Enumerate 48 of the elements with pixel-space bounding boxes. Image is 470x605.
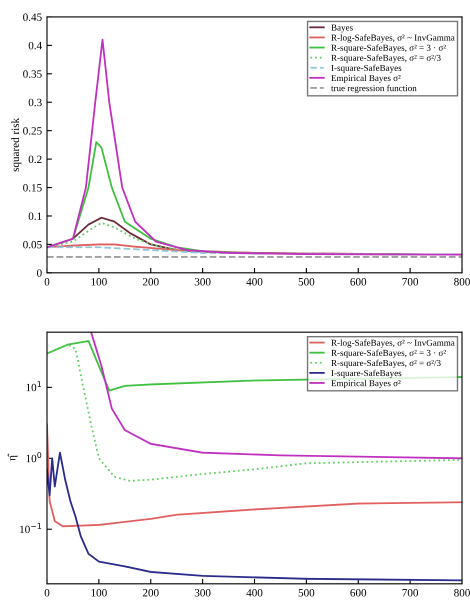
legend-label: I-square-SafeBayes xyxy=(331,64,402,73)
legend-label: R-square-SafeBayes, σ² = 3 · σ² xyxy=(331,44,446,53)
legend-label: I-square-SafeBayes xyxy=(331,370,402,378)
x-tick-label: 700 xyxy=(402,278,418,286)
legend-label: Empirical Bayes σ² xyxy=(331,380,401,388)
y-axis-title: η̂ xyxy=(8,453,18,461)
x-tick-label: 0 xyxy=(44,278,50,286)
y-tick-label: 0.35 xyxy=(23,70,42,78)
y-tick-label: 0 xyxy=(37,269,42,277)
legend-label: R-square-SafeBayes, σ² = σ²/3 xyxy=(331,360,441,368)
x-tick-label: 800 xyxy=(454,589,470,597)
legend-label: R-square-SafeBayes, σ² = σ²/3 xyxy=(331,54,441,63)
y-axis-title: squared risk xyxy=(11,118,22,172)
line-series xyxy=(47,424,462,528)
x-tick-label: 300 xyxy=(194,278,211,286)
legend-label: R-log-SafeBayes, σ² ~ InvGamma xyxy=(331,34,455,43)
x-tick-label: 0 xyxy=(44,589,50,597)
legend-label: Empirical Bayes σ² xyxy=(331,74,401,83)
x-tick-label: 400 xyxy=(246,589,262,597)
x-tick-label: 100 xyxy=(92,589,107,597)
legend-label: R-log-SafeBayes, σ² ~ InvGamma xyxy=(331,339,455,348)
x-tick-label: 800 xyxy=(454,278,470,286)
line-series xyxy=(90,332,462,460)
y-tick-label: 10$^{1}$ xyxy=(26,381,42,392)
y-tick-label: 0.2 xyxy=(28,156,42,164)
y-tick-label: 10$^{0}$ xyxy=(26,452,42,462)
legend-label: true regression function xyxy=(331,84,417,94)
y-tick-label: 0.4 xyxy=(28,42,42,50)
y-tick-label: 10$^{−1}$ xyxy=(20,523,42,534)
x-tick-label: 200 xyxy=(142,278,159,286)
x-tick-label: 600 xyxy=(350,589,366,597)
x-tick-label: 500 xyxy=(298,278,314,286)
y-tick-label: 0.05 xyxy=(23,240,42,248)
y-tick-label: 0.45 xyxy=(23,13,42,21)
y-tick-label: 0.15 xyxy=(23,184,42,192)
legend-label: R-square-SafeBayes, σ² = 3 · σ² xyxy=(331,349,446,358)
line-series xyxy=(47,452,462,582)
legend-label: Bayes xyxy=(331,24,353,32)
y-tick-label: 0.25 xyxy=(23,127,42,135)
y-tick-label: 0.3 xyxy=(28,98,42,106)
x-tick-label: 600 xyxy=(350,278,366,286)
x-tick-label: 100 xyxy=(92,278,107,286)
x-tick-label: 700 xyxy=(402,589,418,597)
y-tick-label: 0.1 xyxy=(28,212,42,220)
x-tick-label: 500 xyxy=(298,589,314,597)
x-tick-label: 400 xyxy=(246,278,262,286)
x-tick-label: 300 xyxy=(194,589,211,597)
x-tick-label: 200 xyxy=(142,589,159,597)
